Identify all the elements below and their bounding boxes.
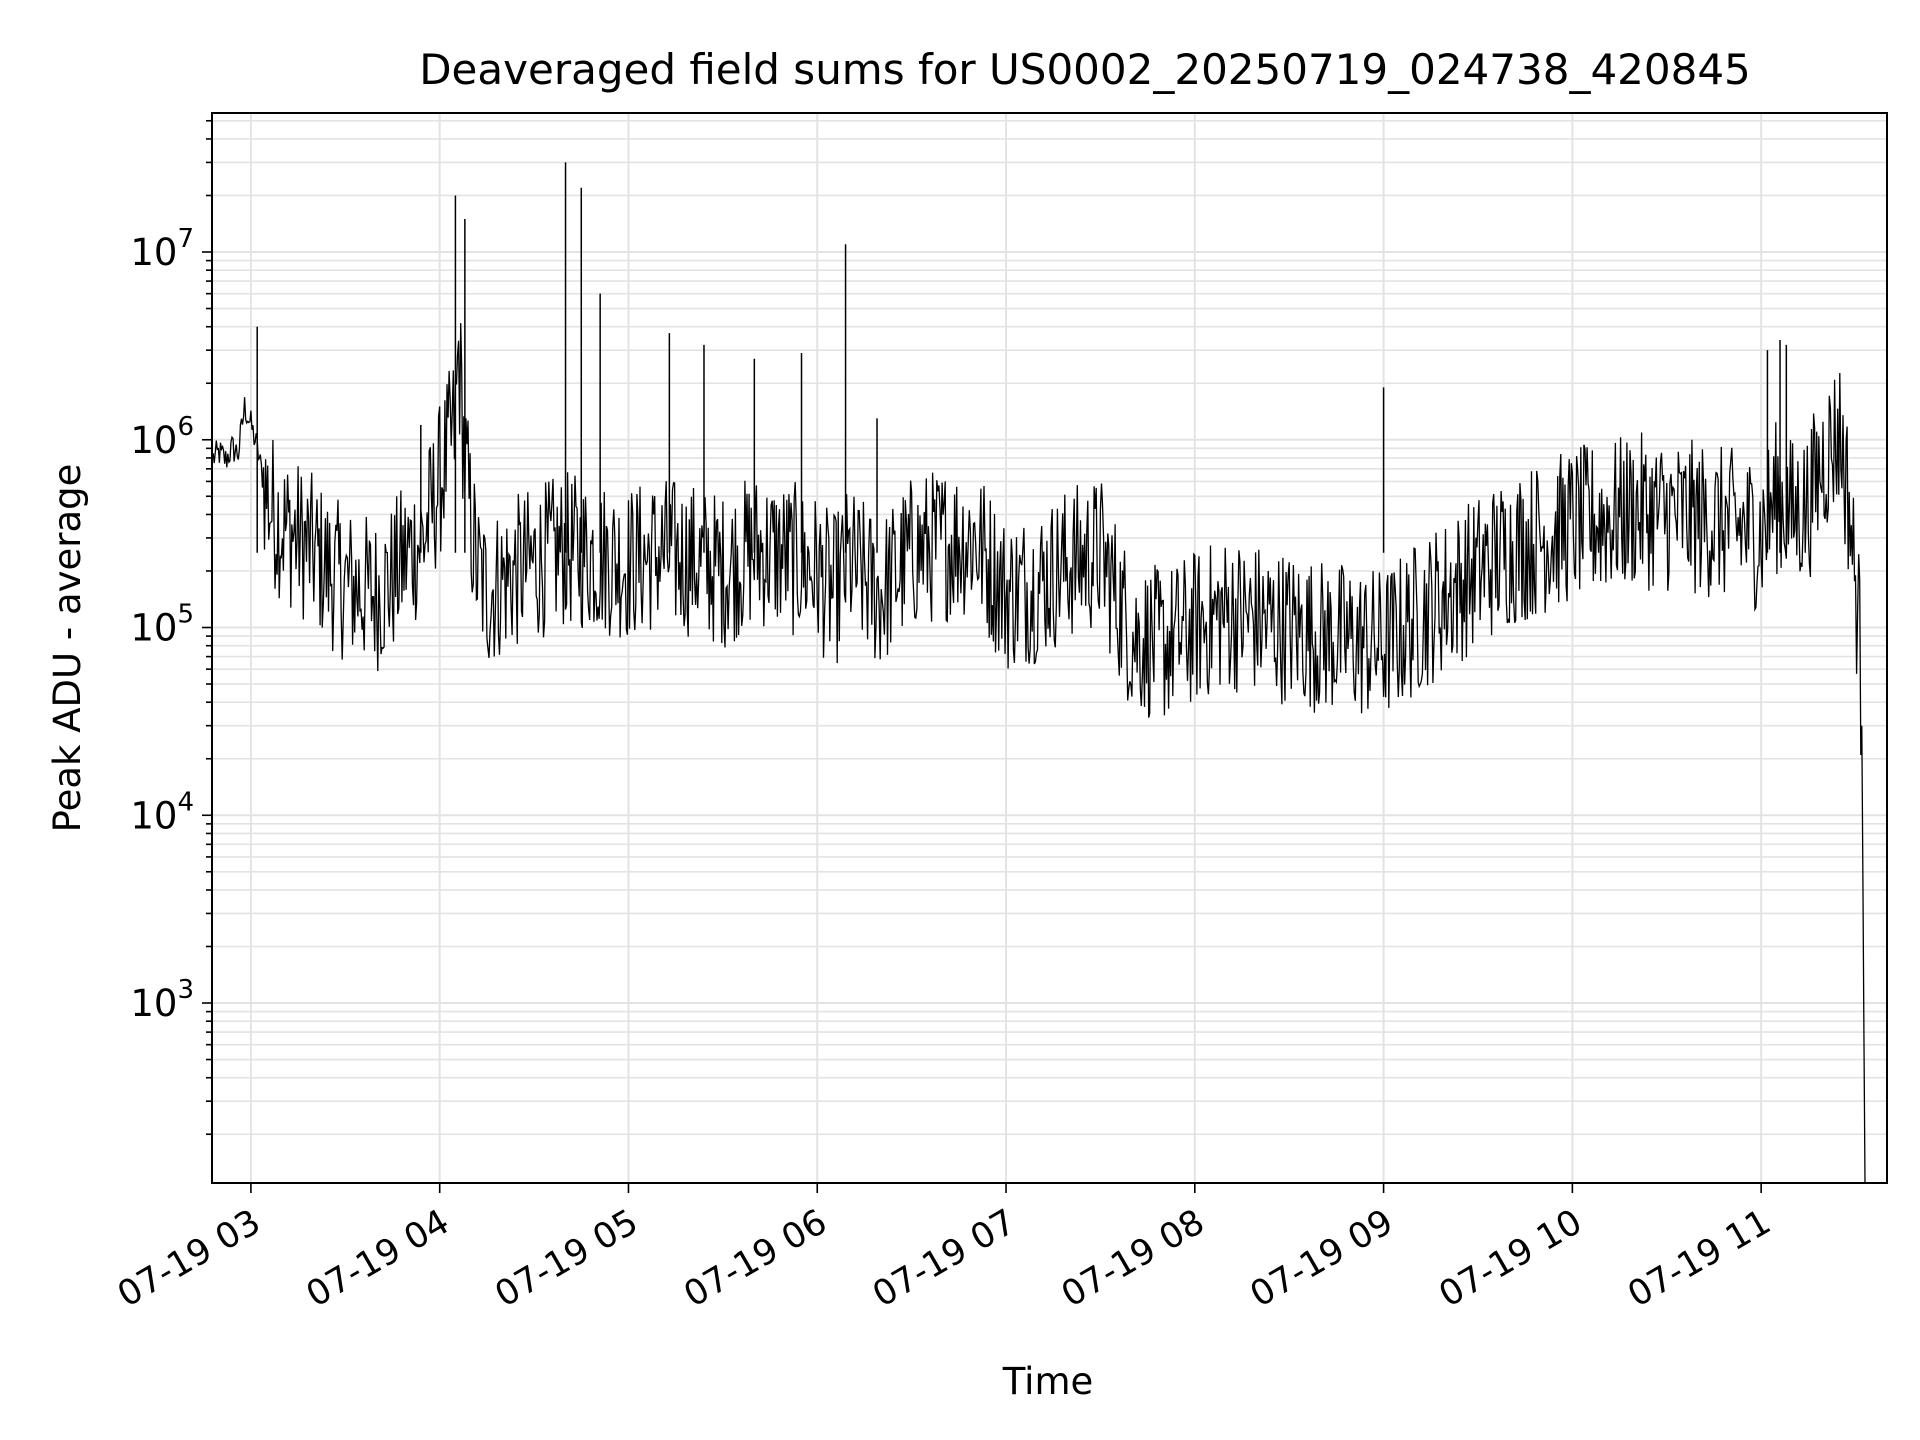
y-tick-base: 10 xyxy=(130,982,177,1025)
y-tick-exponent: 3 xyxy=(177,975,194,1005)
y-tick-label: 103 xyxy=(130,975,194,1025)
series-line xyxy=(212,323,1866,1184)
y-axis-label: Peak ADU - average xyxy=(46,464,89,833)
y-tick-label: 107 xyxy=(130,224,194,274)
chart-title: Deaveraged field sums for US0002_2025071… xyxy=(419,45,1751,94)
y-tick-base: 10 xyxy=(130,607,177,650)
data-layer xyxy=(212,162,1866,1184)
y-tick-label: 105 xyxy=(130,600,194,650)
y-tick-label: 106 xyxy=(130,412,194,462)
grid xyxy=(212,113,1887,1183)
y-tick-exponent: 5 xyxy=(177,600,194,630)
y-tick-exponent: 6 xyxy=(177,412,194,442)
y-tick-exponent: 7 xyxy=(177,224,194,254)
y-tick-base: 10 xyxy=(130,231,177,274)
y-tick-base: 10 xyxy=(130,419,177,462)
y-tick-base: 10 xyxy=(130,794,177,837)
plot-frame xyxy=(211,112,1888,1184)
y-tick-exponent: 4 xyxy=(177,787,194,817)
x-axis-label: Time xyxy=(1002,1360,1094,1403)
y-tick-label: 104 xyxy=(130,787,194,837)
